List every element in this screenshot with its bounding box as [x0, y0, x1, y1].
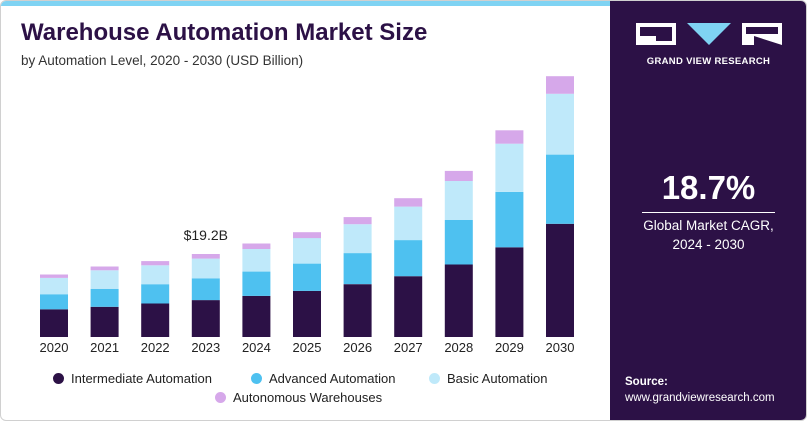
bar-segment-autonomous-2028: [444, 170, 473, 181]
legend-swatch-intermediate: [53, 373, 64, 384]
x-tick-label: 2027: [394, 340, 423, 355]
bar-segment-basic-2026: [343, 224, 372, 254]
legend-label-intermediate: Intermediate Automation: [71, 371, 212, 386]
data-label-2023: $19.2B: [184, 227, 228, 243]
bar-segment-basic-2021: [90, 270, 119, 289]
legend-label-basic: Basic Automation: [447, 371, 548, 386]
bar-segment-advanced-2028: [444, 220, 473, 265]
cagr-label: Global Market CAGR, 2024 - 2030: [610, 216, 806, 254]
chart-legend: Intermediate Automation Advanced Automat…: [1, 367, 610, 411]
x-tick-label: 2023: [191, 340, 220, 355]
bar-segment-intermediate-2023: [191, 300, 220, 337]
legend-swatch-autonomous: [215, 392, 226, 403]
bar-segment-basic-2022: [141, 265, 170, 285]
x-tick-label: 2025: [293, 340, 322, 355]
legend-item-basic: Basic Automation: [429, 371, 547, 386]
bar-segment-basic-2025: [293, 238, 321, 264]
bar-segment-autonomous-2024: [242, 243, 271, 249]
bar-segment-autonomous-2023: [191, 254, 220, 259]
source-label: Source:: [625, 376, 668, 388]
bar-segment-basic-2027: [394, 206, 423, 241]
sidebar-panel: GRAND VIEW RESEARCH 18.7% Global Market …: [610, 1, 806, 420]
bar-segment-advanced-2029: [495, 191, 524, 248]
bar-segment-intermediate-2025: [293, 290, 321, 337]
legend-item-intermediate: Intermediate Automation: [53, 371, 212, 386]
bar-segment-advanced-2023: [191, 278, 220, 301]
x-tick-label: 2030: [546, 340, 575, 355]
bar-segment-intermediate-2022: [141, 303, 170, 337]
bar-segment-intermediate-2029: [495, 247, 524, 337]
bar-segment-intermediate-2020: [40, 309, 68, 337]
bar-segment-advanced-2024: [242, 271, 271, 296]
bar-segment-advanced-2020: [40, 294, 68, 310]
bar-segment-autonomous-2021: [90, 266, 119, 271]
bar-segment-intermediate-2026: [343, 284, 372, 337]
bar-segment-autonomous-2025: [293, 232, 321, 239]
bar-segment-intermediate-2024: [242, 295, 271, 337]
bar-segment-advanced-2025: [293, 263, 321, 291]
x-tick-label: 2020: [40, 340, 69, 355]
bar-segment-intermediate-2021: [90, 306, 119, 337]
bar-segment-basic-2020: [40, 277, 68, 295]
bar-segment-basic-2023: [191, 258, 220, 279]
chart-subtitle: by Automation Level, 2020 - 2030 (USD Bi…: [21, 53, 304, 68]
x-tick-label: 2026: [343, 340, 372, 355]
brand-name: GRAND VIEW RESEARCH: [646, 56, 771, 67]
bar-segment-intermediate-2027: [394, 276, 423, 337]
bar-segment-advanced-2022: [141, 284, 170, 304]
bar-segment-autonomous-2026: [343, 217, 372, 225]
bar-segment-autonomous-2029: [495, 130, 524, 144]
bar-segment-basic-2024: [242, 248, 271, 272]
bar-segment-advanced-2026: [343, 253, 372, 285]
bar-segment-advanced-2021: [90, 288, 119, 307]
cagr-label-line2: 2024 - 2030: [672, 237, 745, 252]
cagr-divider: [642, 212, 775, 213]
bar-segment-advanced-2027: [394, 240, 423, 277]
bar-segment-autonomous-2030: [546, 76, 574, 94]
bar-segment-intermediate-2028: [444, 264, 473, 337]
x-tick-label: 2029: [495, 340, 524, 355]
legend-label-autonomous: Autonomous Warehouses: [233, 390, 383, 405]
legend-item-autonomous: Autonomous Warehouses: [215, 390, 382, 405]
grand-view-research-logo: [636, 23, 782, 45]
cagr-label-line1: Global Market CAGR,: [643, 218, 774, 233]
legend-item-advanced: Advanced Automation: [251, 371, 395, 386]
accent-bar: [1, 1, 610, 6]
x-tick-label: 2028: [444, 340, 473, 355]
x-tick-label: 2021: [90, 340, 119, 355]
bar-segment-autonomous-2022: [141, 261, 170, 266]
bar-segment-autonomous-2027: [394, 198, 423, 207]
bar-segment-basic-2028: [444, 181, 473, 220]
bar-segment-intermediate-2030: [546, 223, 574, 337]
legend-swatch-basic: [429, 373, 440, 384]
bar-segment-basic-2029: [495, 143, 524, 192]
legend-label-advanced: Advanced Automation: [269, 371, 396, 386]
bar-segment-advanced-2030: [546, 154, 574, 224]
stacked-bar-chart: 2020 2021 2022 2023 2024 2025 2026 2027 2028 2029…: [40, 76, 575, 355]
source-url: www.grandviewresearch.com: [625, 392, 775, 404]
x-tick-label: 2024: [242, 340, 271, 355]
source-block: Source: www.grandviewresearch.com: [625, 374, 775, 406]
bar-segment-basic-2030: [546, 93, 574, 155]
bar-segment-autonomous-2020: [40, 274, 68, 278]
chart-title: Warehouse Automation Market Size: [21, 19, 428, 46]
legend-swatch-advanced: [251, 373, 262, 384]
x-tick-label: 2022: [141, 340, 170, 355]
cagr-value: 18.7%: [661, 169, 756, 206]
